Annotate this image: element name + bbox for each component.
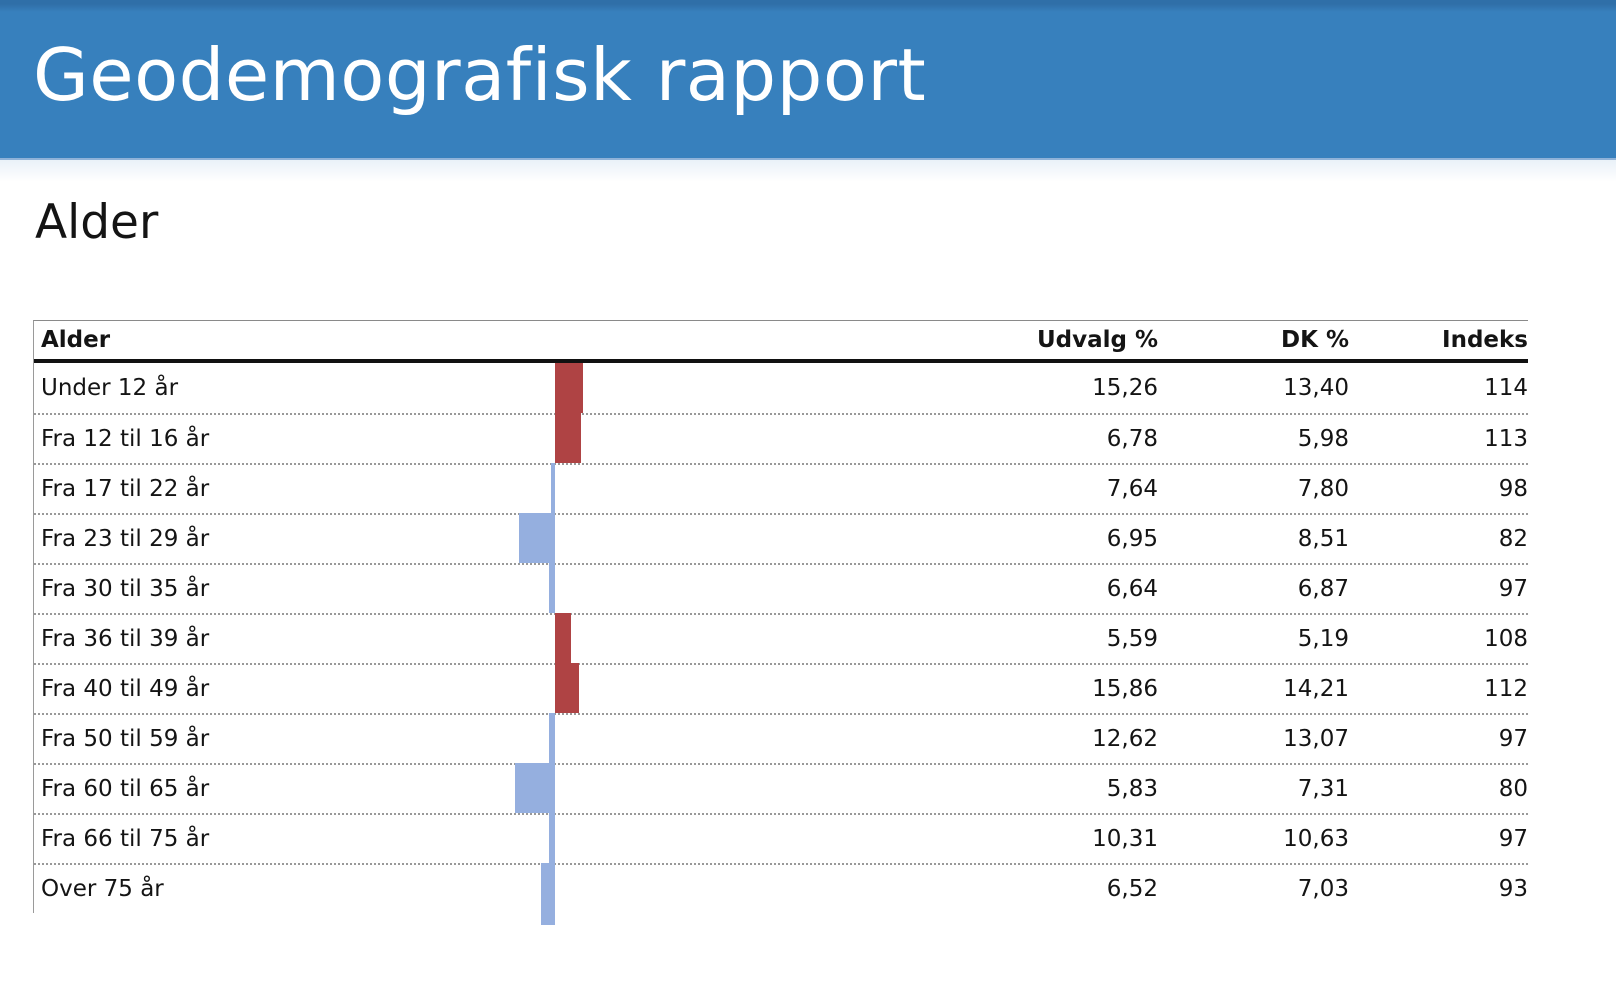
row-udvalg-value: 15,26 bbox=[1092, 375, 1158, 402]
row-indeks-value: 97 bbox=[1498, 726, 1528, 753]
table-row: Fra 23 til 29 år 6,95 8,51 82 bbox=[34, 513, 1528, 564]
index-deviation-bar bbox=[549, 813, 555, 864]
age-table: Alder Udvalg % DK % Indeks Under 12 år 1… bbox=[33, 320, 1528, 926]
report-banner: Geodemografisk rapport bbox=[0, 0, 1616, 160]
table-row: Fra 66 til 75 år 10,31 10,63 97 bbox=[34, 813, 1528, 864]
column-header-dk: DK % bbox=[1281, 327, 1349, 354]
table-row: Fra 50 til 59 år 12,62 13,07 97 bbox=[34, 713, 1528, 764]
column-header-alder: Alder bbox=[41, 327, 111, 354]
row-indeks-value: 114 bbox=[1484, 375, 1528, 402]
column-header-udvalg: Udvalg % bbox=[1036, 327, 1158, 354]
row-label: Fra 17 til 22 år bbox=[34, 463, 1008, 514]
row-dk-value: 14,21 bbox=[1283, 676, 1349, 703]
row-indeks-value: 113 bbox=[1484, 426, 1528, 453]
banner-bottom-fade bbox=[0, 160, 1616, 182]
row-udvalg-value: 15,86 bbox=[1092, 676, 1158, 703]
row-indeks-value: 97 bbox=[1498, 576, 1528, 603]
index-deviation-bar bbox=[515, 763, 555, 814]
row-udvalg-value: 6,64 bbox=[1106, 576, 1158, 603]
row-label: Fra 36 til 39 år bbox=[34, 613, 1008, 664]
row-indeks-value: 112 bbox=[1484, 676, 1528, 703]
table-row: Fra 60 til 65 år 5,83 7,31 80 bbox=[34, 763, 1528, 814]
index-deviation-bar bbox=[555, 663, 579, 714]
index-deviation-bar bbox=[519, 513, 555, 564]
table-row: Under 12 år 15,26 13,40 114 bbox=[34, 363, 1528, 414]
row-label: Fra 60 til 65 år bbox=[34, 763, 1008, 814]
table-row: Fra 40 til 49 år 15,86 14,21 112 bbox=[34, 663, 1528, 714]
age-table-rows: Under 12 år 15,26 13,40 114 Fra 12 til 1… bbox=[34, 363, 1528, 926]
table-row: Fra 30 til 35 år 6,64 6,87 97 bbox=[34, 563, 1528, 614]
index-deviation-bar bbox=[549, 713, 555, 764]
row-label: Fra 23 til 29 år bbox=[34, 513, 1008, 564]
report-body: Alder Alder Udvalg % DK % Indeks Under 1… bbox=[0, 195, 1616, 926]
row-udvalg-value: 6,78 bbox=[1106, 426, 1158, 453]
column-header-indeks: Indeks bbox=[1442, 327, 1528, 354]
row-dk-value: 7,31 bbox=[1297, 776, 1349, 803]
row-indeks-value: 97 bbox=[1498, 826, 1528, 853]
row-dk-value: 13,07 bbox=[1283, 726, 1349, 753]
row-udvalg-value: 6,52 bbox=[1106, 876, 1158, 903]
section-title: Alder bbox=[35, 195, 159, 250]
row-udvalg-value: 6,95 bbox=[1106, 526, 1158, 553]
age-table-header: Alder Udvalg % DK % Indeks bbox=[34, 321, 1528, 364]
index-deviation-bar bbox=[555, 363, 583, 414]
row-dk-value: 5,98 bbox=[1297, 426, 1349, 453]
row-label: Fra 50 til 59 år bbox=[34, 713, 1008, 764]
index-deviation-bar bbox=[549, 563, 555, 614]
report-title: Geodemografisk rapport bbox=[33, 33, 927, 117]
row-udvalg-value: 5,59 bbox=[1106, 626, 1158, 653]
row-dk-value: 8,51 bbox=[1297, 526, 1349, 553]
index-deviation-bar bbox=[541, 863, 555, 926]
row-udvalg-value: 5,83 bbox=[1106, 776, 1158, 803]
row-indeks-value: 98 bbox=[1498, 476, 1528, 503]
row-dk-value: 7,03 bbox=[1297, 876, 1349, 903]
row-udvalg-value: 12,62 bbox=[1092, 726, 1158, 753]
row-label: Fra 30 til 35 år bbox=[34, 563, 1008, 614]
row-label: Fra 12 til 16 år bbox=[34, 413, 1008, 464]
table-row: Fra 12 til 16 år 6,78 5,98 113 bbox=[34, 413, 1528, 464]
row-dk-value: 7,80 bbox=[1297, 476, 1349, 503]
row-label: Under 12 år bbox=[34, 363, 1008, 414]
table-row: Fra 36 til 39 år 5,59 5,19 108 bbox=[34, 613, 1528, 664]
row-dk-value: 10,63 bbox=[1283, 826, 1349, 853]
row-label: Over 75 år bbox=[34, 863, 1008, 926]
table-row: Fra 17 til 22 år 7,64 7,80 98 bbox=[34, 463, 1528, 514]
row-dk-value: 6,87 bbox=[1297, 576, 1349, 603]
row-indeks-value: 80 bbox=[1498, 776, 1528, 803]
index-deviation-bar bbox=[555, 613, 571, 664]
table-row: Over 75 år 6,52 7,03 93 bbox=[34, 863, 1528, 926]
index-deviation-bar bbox=[555, 413, 581, 464]
row-dk-value: 13,40 bbox=[1283, 375, 1349, 402]
row-indeks-value: 108 bbox=[1484, 626, 1528, 653]
row-indeks-value: 82 bbox=[1498, 526, 1528, 553]
row-label: Fra 66 til 75 år bbox=[34, 813, 1008, 864]
row-label: Fra 40 til 49 år bbox=[34, 663, 1008, 714]
index-deviation-bar bbox=[551, 463, 555, 514]
row-udvalg-value: 7,64 bbox=[1106, 476, 1158, 503]
row-dk-value: 5,19 bbox=[1297, 626, 1349, 653]
row-indeks-value: 93 bbox=[1498, 876, 1528, 903]
row-udvalg-value: 10,31 bbox=[1092, 826, 1158, 853]
